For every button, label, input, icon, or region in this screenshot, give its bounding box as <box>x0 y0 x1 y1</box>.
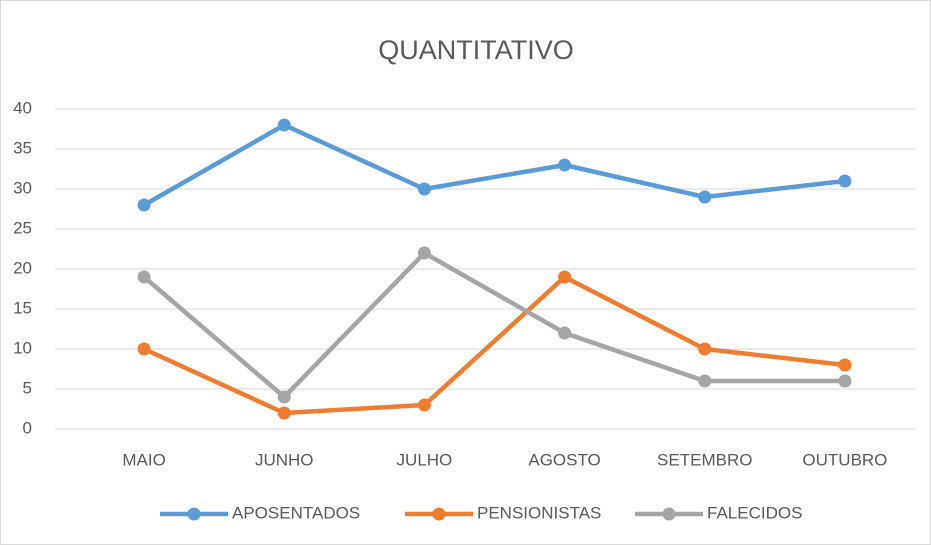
y-tick-label: 0 <box>23 418 32 437</box>
y-tick-label: 30 <box>13 178 32 197</box>
y-tick-label: 25 <box>13 218 32 237</box>
point <box>558 326 572 340</box>
x-tick-label: OUTUBRO <box>802 450 887 469</box>
point <box>558 270 572 284</box>
x-tick-label: SETEMBRO <box>657 450 752 469</box>
series-line <box>141 274 848 416</box>
legend-marker <box>432 507 446 521</box>
legend-label: PENSIONISTAS <box>477 503 601 522</box>
y-tick-label: 40 <box>13 98 32 117</box>
point <box>417 182 431 196</box>
point <box>698 374 712 388</box>
y-tick-label: 20 <box>13 258 32 277</box>
point <box>698 190 712 204</box>
x-tick-label: JUNHO <box>255 450 314 469</box>
point <box>417 246 431 260</box>
point <box>698 342 712 356</box>
x-tick-label: JULHO <box>397 450 453 469</box>
chart-title: QUANTITATIVO <box>378 35 574 65</box>
point <box>277 406 291 420</box>
point <box>277 390 291 404</box>
series-line <box>141 122 848 208</box>
point <box>137 270 151 284</box>
point <box>838 174 852 188</box>
y-tick-label: 5 <box>23 378 32 397</box>
y-tick-label: 15 <box>13 298 32 317</box>
point <box>558 158 572 172</box>
point <box>137 198 151 212</box>
y-tick-label: 10 <box>13 338 32 357</box>
point <box>838 358 852 372</box>
x-tick-label: AGOSTO <box>528 450 600 469</box>
legend-marker <box>187 507 201 521</box>
legend-marker <box>662 507 676 521</box>
point <box>838 374 852 388</box>
point <box>137 342 151 356</box>
point <box>417 398 431 412</box>
point <box>277 118 291 132</box>
y-tick-label: 35 <box>13 138 32 157</box>
legend-label: APOSENTADOS <box>232 503 360 522</box>
series-line <box>141 250 848 400</box>
x-tick-label: MAIO <box>122 450 165 469</box>
legend-label: FALECIDOS <box>707 503 802 522</box>
